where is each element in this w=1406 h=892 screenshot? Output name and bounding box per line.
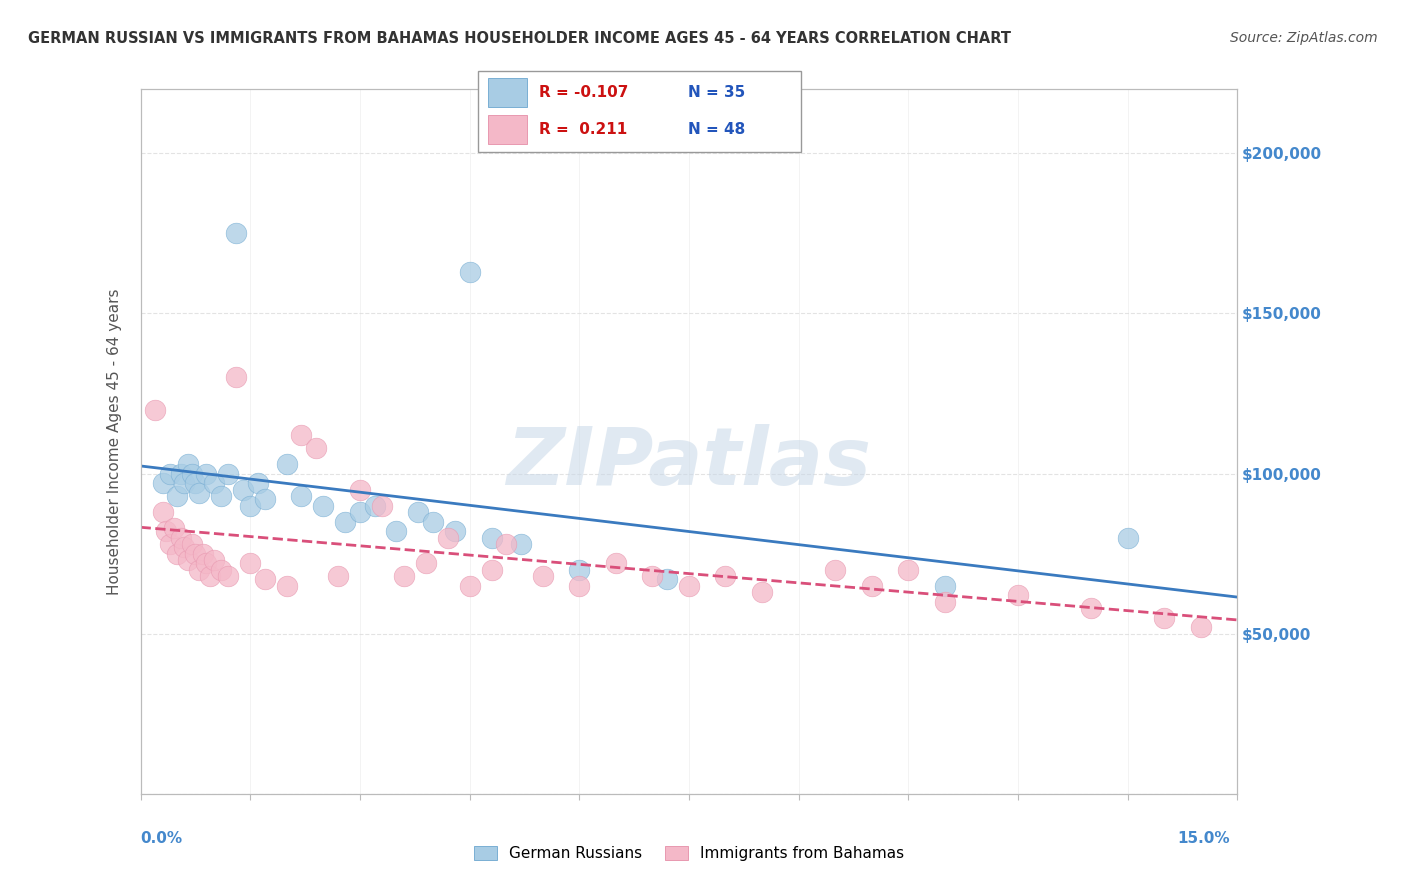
Point — [217, 467, 239, 481]
Point — [170, 467, 193, 481]
FancyBboxPatch shape — [488, 115, 527, 144]
Point — [166, 547, 188, 561]
Point — [184, 547, 207, 561]
Point — [860, 579, 883, 593]
Point — [232, 483, 254, 497]
Point — [1189, 620, 1212, 634]
Point — [173, 541, 195, 555]
Point — [363, 499, 385, 513]
Point — [371, 499, 394, 513]
Point — [458, 579, 481, 593]
Point — [495, 537, 517, 551]
Point — [209, 489, 232, 503]
Point — [202, 476, 225, 491]
Text: GERMAN RUSSIAN VS IMMIGRANTS FROM BAHAMAS HOUSEHOLDER INCOME AGES 45 - 64 YEARS : GERMAN RUSSIAN VS IMMIGRANTS FROM BAHAMA… — [28, 31, 1011, 46]
Point — [225, 370, 247, 384]
Point — [751, 585, 773, 599]
Point — [253, 492, 276, 507]
Point — [290, 428, 312, 442]
Point — [568, 579, 591, 593]
Point — [422, 515, 444, 529]
Point — [155, 524, 177, 539]
Point — [180, 467, 202, 481]
Text: R = -0.107: R = -0.107 — [540, 85, 628, 100]
Point — [509, 537, 531, 551]
Text: 0.0%: 0.0% — [141, 831, 183, 846]
Point — [253, 572, 276, 586]
Point — [166, 489, 188, 503]
Point — [290, 489, 312, 503]
Point — [209, 563, 232, 577]
FancyBboxPatch shape — [488, 78, 527, 107]
Point — [436, 531, 458, 545]
Point — [225, 227, 247, 241]
Point — [195, 467, 218, 481]
Point — [568, 563, 591, 577]
Point — [246, 476, 269, 491]
Point — [458, 265, 481, 279]
Point — [897, 563, 920, 577]
Point — [1080, 601, 1102, 615]
Point — [655, 572, 678, 586]
Point — [934, 595, 956, 609]
Point — [180, 537, 202, 551]
Point — [191, 547, 214, 561]
FancyBboxPatch shape — [478, 71, 801, 152]
Point — [276, 457, 298, 471]
Point — [326, 569, 349, 583]
Point — [188, 563, 211, 577]
Point — [641, 569, 664, 583]
Point — [202, 553, 225, 567]
Point — [1116, 531, 1139, 545]
Point — [173, 476, 195, 491]
Point — [188, 485, 211, 500]
Text: N = 35: N = 35 — [689, 85, 745, 100]
Point — [162, 521, 184, 535]
Legend: German Russians, Immigrants from Bahamas: German Russians, Immigrants from Bahamas — [468, 840, 910, 867]
Point — [678, 579, 700, 593]
Point — [184, 476, 207, 491]
Y-axis label: Householder Income Ages 45 - 64 years: Householder Income Ages 45 - 64 years — [107, 288, 122, 595]
Text: N = 48: N = 48 — [689, 121, 745, 136]
Point — [305, 441, 328, 455]
Point — [349, 483, 371, 497]
Point — [152, 505, 174, 519]
Text: Source: ZipAtlas.com: Source: ZipAtlas.com — [1230, 31, 1378, 45]
Point — [335, 515, 357, 529]
Point — [217, 569, 239, 583]
Point — [714, 569, 737, 583]
Point — [276, 579, 298, 593]
Point — [312, 499, 335, 513]
Point — [349, 505, 371, 519]
Point — [392, 569, 415, 583]
Point — [415, 556, 437, 570]
Point — [934, 579, 956, 593]
Point — [177, 457, 200, 471]
Point — [239, 556, 262, 570]
Text: ZIPatlas: ZIPatlas — [506, 424, 872, 501]
Point — [198, 569, 221, 583]
Point — [170, 531, 193, 545]
Point — [824, 563, 846, 577]
Point — [605, 556, 627, 570]
Text: R =  0.211: R = 0.211 — [540, 121, 627, 136]
Point — [159, 467, 181, 481]
Point — [385, 524, 408, 539]
Point — [177, 553, 200, 567]
Point — [159, 537, 181, 551]
Point — [195, 556, 218, 570]
Point — [143, 402, 166, 417]
Point — [531, 569, 554, 583]
Point — [239, 499, 262, 513]
Text: 15.0%: 15.0% — [1178, 831, 1230, 846]
Point — [1153, 610, 1175, 624]
Point — [408, 505, 430, 519]
Point — [152, 476, 174, 491]
Point — [481, 563, 503, 577]
Point — [1007, 588, 1029, 602]
Point — [444, 524, 467, 539]
Point — [481, 531, 503, 545]
